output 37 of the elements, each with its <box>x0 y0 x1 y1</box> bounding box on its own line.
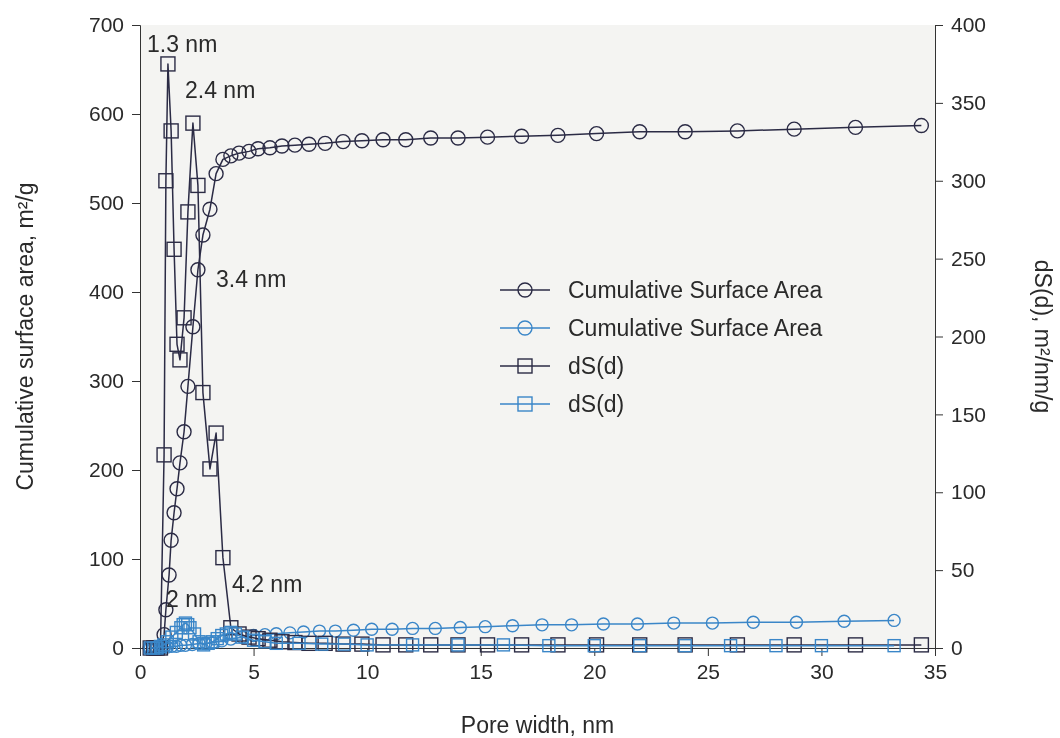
y-tick-label: 300 <box>88 369 124 393</box>
y-tick-label: 0 <box>112 636 124 660</box>
y2-tick-label: 150 <box>951 402 987 426</box>
x-tick-label: 35 <box>923 659 948 683</box>
y-tick-label: 400 <box>88 280 124 304</box>
x-tick-label: 25 <box>696 659 721 683</box>
x-axis-title: Pore width, nm <box>460 712 615 738</box>
y2-tick-label: 250 <box>951 246 987 270</box>
legend-label: Cumulative Surface Area <box>568 315 823 341</box>
annotation: 2 nm <box>166 586 218 612</box>
y-axis-title: Cumulative surface area, m²/g <box>12 182 38 491</box>
y2-tick-label: 350 <box>951 91 987 115</box>
annotation: 1.3 nm <box>147 31 218 57</box>
legend-label: Cumulative Surface Area <box>568 277 823 303</box>
annotation: 3.4 nm <box>216 266 287 292</box>
x-tick-label: 5 <box>248 659 260 683</box>
legend-label: dS(d) <box>568 391 625 417</box>
y-tick-label: 600 <box>88 102 124 126</box>
y-tick-label: 700 <box>88 13 124 37</box>
y2-axis-title: dS(d), m²/nm/g <box>1030 259 1056 414</box>
annotation: 4.2 nm <box>232 571 303 597</box>
x-tick-label: 20 <box>583 659 607 683</box>
annotation: 2.4 nm <box>185 77 256 103</box>
y2-tick-label: 200 <box>951 324 987 348</box>
y2-tick-label: 400 <box>951 13 987 37</box>
y-tick-label: 100 <box>88 547 124 571</box>
y-tick-label: 200 <box>88 458 124 482</box>
x-tick-label: 15 <box>469 659 493 683</box>
y2-tick-label: 50 <box>951 558 975 582</box>
x-tick-label: 10 <box>355 659 380 683</box>
x-tick-label: 0 <box>134 659 147 683</box>
y2-tick-label: 300 <box>951 168 987 192</box>
y-tick-label: 500 <box>88 191 124 215</box>
y2-tick-label: 0 <box>951 636 963 660</box>
x-tick-label: 30 <box>810 659 834 683</box>
y2-tick-label: 100 <box>951 480 987 504</box>
legend-label: dS(d) <box>568 353 625 379</box>
